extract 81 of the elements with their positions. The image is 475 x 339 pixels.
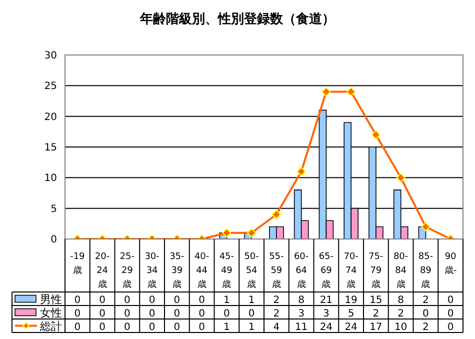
data-label: 24 [344,322,358,333]
data-label: 0 [447,322,454,333]
x-tick-label: 45-49歳 [219,252,234,290]
data-label: 1 [224,294,230,306]
data-label: 0 [124,308,130,320]
x-tick-label: 30-34歳 [144,252,160,290]
data-label: 2 [372,308,380,320]
data-label: 0 [422,308,429,320]
data-label: 0 [124,294,130,306]
y-tick-label: 5 [50,204,57,215]
x-tick-label: 40-44歳 [194,252,210,290]
data-label: 8 [298,294,304,306]
data-label: 5 [348,308,354,320]
x-tick-label: -19歳 [70,252,86,276]
data-label: 2 [422,294,429,306]
x-tick-label: 70-74歳 [344,252,358,290]
data-label: 0 [198,294,205,306]
y-tick-label: 15 [44,142,57,154]
y-tick-label: 30 [44,50,57,62]
data-label: 0 [99,322,106,333]
data-label: 0 [447,308,454,320]
data-label: 0 [447,294,454,306]
data-label: 0 [124,322,130,333]
legend-label: 総計 [39,320,62,333]
y-tick-label: 10 [44,173,57,184]
y-tick-label: 25 [44,81,57,92]
point [296,167,306,176]
data-label: 0 [224,308,230,320]
data-label: 2 [273,294,280,306]
x-tick-label: 60-64歳 [294,252,309,290]
x-tick-label: 90歳- [444,252,457,276]
y-tick-label: 20 [44,112,57,123]
data-label: 19 [344,294,358,306]
point [272,210,281,219]
data-label: 3 [323,308,330,320]
data-label: 8 [398,294,404,306]
data-label: 17 [370,322,382,333]
data-label: 0 [174,308,180,320]
x-tick-label: 20-24歳 [94,252,110,290]
data-label: 0 [248,308,255,320]
data-label: 2 [422,322,429,333]
data-label: 10 [394,322,408,333]
data-label: 0 [74,308,81,320]
y-tick-label: 0 [50,234,57,246]
point [322,87,331,96]
x-tick-label: 50-54歳 [244,252,259,290]
data-label: 2 [398,308,404,320]
data-label: 11 [294,322,308,333]
data-label: 0 [74,322,81,333]
data-label: 21 [320,294,333,306]
x-tick-label: 80-84歳 [393,252,408,290]
point [346,87,356,96]
x-tick-label: 55-59歳 [269,252,284,290]
data-label: 0 [148,294,156,306]
data-label: 0 [198,322,205,333]
data-label: 0 [198,308,205,320]
data-label: 0 [74,294,81,306]
x-tick-label: 85-89歳 [418,252,434,290]
point [396,173,406,182]
data-label: 1 [224,322,230,333]
legend-label: 女性 [40,306,62,320]
point [371,130,380,140]
data-label: 0 [148,308,156,320]
legend-label: 男性 [40,292,62,306]
x-tick-label: 65-69歳 [318,252,334,290]
x-tick-label: 75-79歳 [368,252,384,290]
x-tick-label: 25-29歳 [120,252,135,290]
data-label: 0 [174,294,180,306]
data-label: 1 [248,294,255,306]
data-label: 15 [370,294,382,306]
data-label: 0 [99,294,106,306]
data-label: 2 [273,308,280,320]
x-tick-label: 35-39歳 [170,252,184,290]
chart-title: 年齢階級別、性別登録数（食道） [138,11,336,28]
data-label: 0 [148,322,156,333]
data-label: 1 [248,322,255,333]
data-label: 4 [273,322,280,333]
data-label: 0 [174,322,180,333]
data-label: 0 [99,308,106,320]
data-label: 24 [320,322,333,333]
data-label: 3 [298,308,304,320]
